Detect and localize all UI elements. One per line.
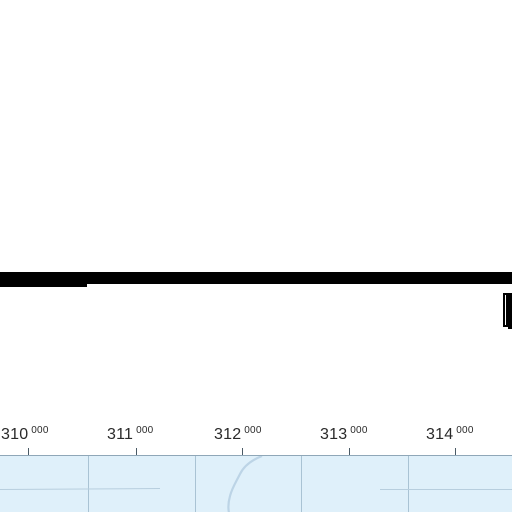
easting-label-main: 314 [426,426,454,443]
sheet-edge-mark [503,293,508,327]
easting-label-sup: 000 [244,425,262,436]
easting-label-sup: 000 [350,425,368,436]
map-sheet-border-step [0,284,87,287]
easting-label-main: 312 [214,426,242,443]
grid-line-horizontal [0,488,161,490]
map-body [0,455,512,512]
easting-label-sup: 000 [136,425,154,436]
easting-label-main: 311 [107,426,134,443]
easting-label-310: 310 000 [1,425,49,447]
water-area [0,456,512,512]
map-body-svg [0,456,512,512]
easting-label-311: 311 000 [107,425,154,447]
easting-label-312: 312 000 [214,425,262,447]
easting-label-313: 313 000 [320,425,368,447]
easting-label-main: 313 [320,426,348,443]
sheet-edge-mark-fill [508,293,512,329]
shoreline-contour [227,456,263,512]
easting-label-main: 310 [1,426,29,443]
easting-label-314: 314 000 [426,425,474,447]
easting-label-sup: 000 [31,425,49,436]
easting-label-sup: 000 [456,425,474,436]
map-sheet-border [0,272,512,284]
